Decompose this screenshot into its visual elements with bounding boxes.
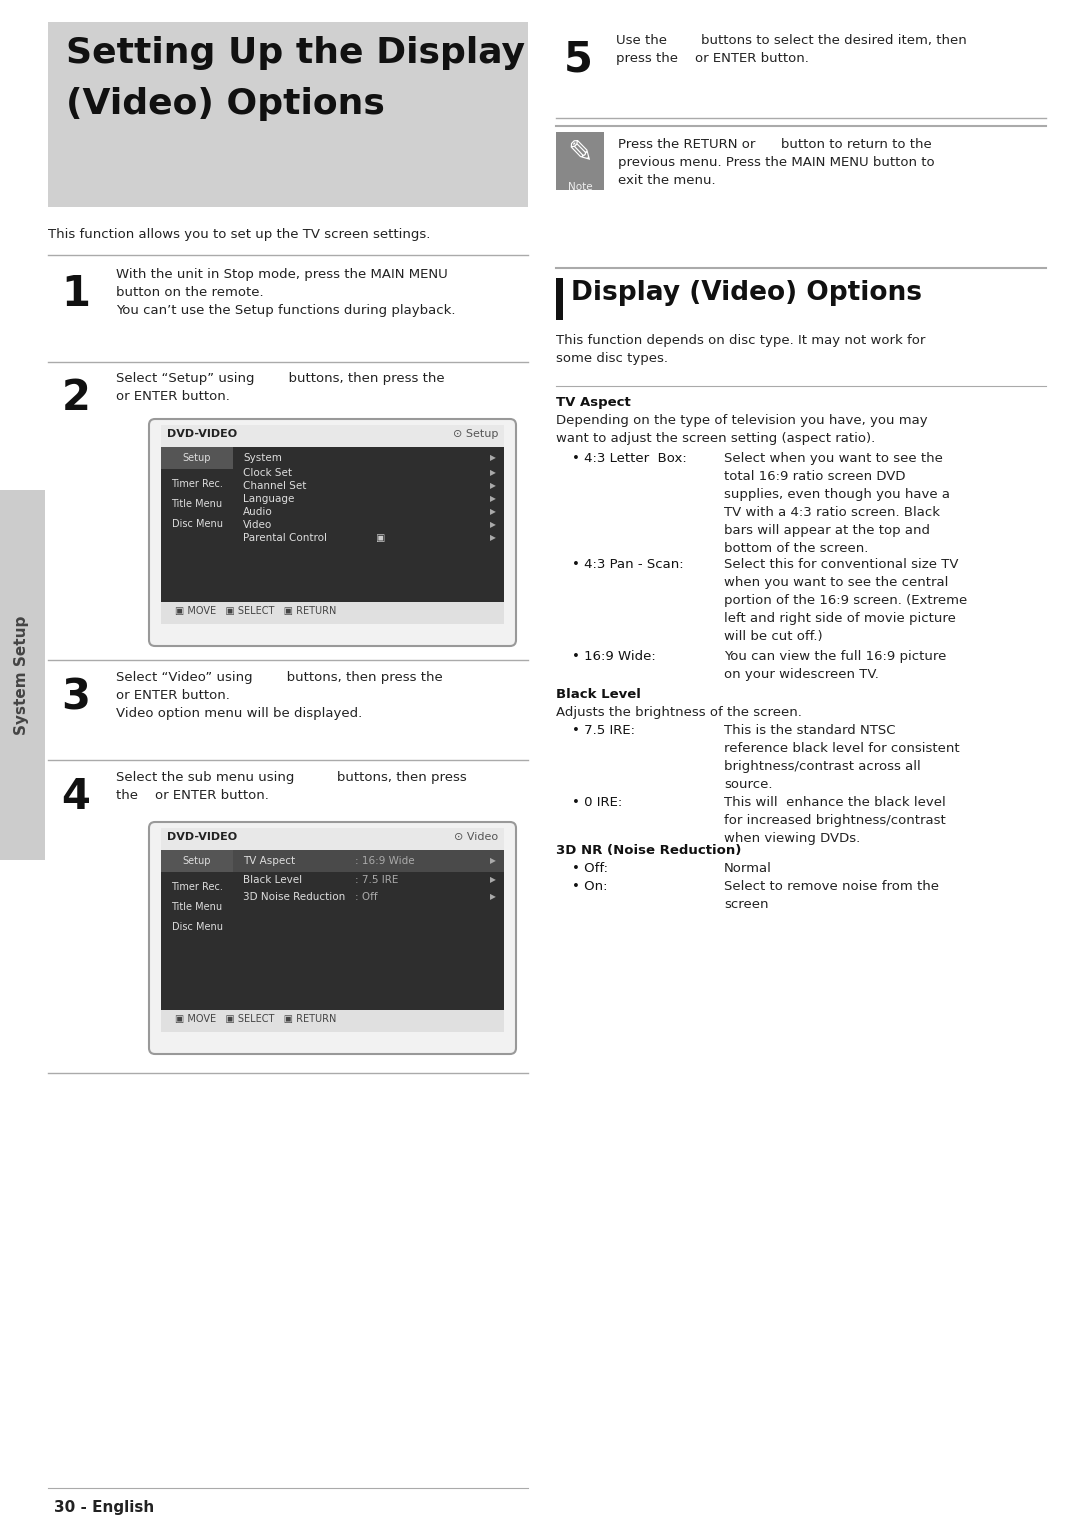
Text: ✎: ✎ [567, 137, 593, 166]
Text: 3D Noise Reduction: 3D Noise Reduction [243, 893, 346, 902]
Text: Video: Video [243, 520, 272, 530]
Text: This is the standard NTSC
reference black level for consistent
brightness/contra: This is the standard NTSC reference blac… [724, 723, 960, 790]
Text: Title Menu: Title Menu [172, 499, 222, 510]
Text: Audio: Audio [243, 507, 273, 517]
Bar [556, 278, 563, 320]
FancyBboxPatch shape [149, 823, 516, 1054]
Text: ⊙ Setup: ⊙ Setup [453, 429, 498, 439]
Text: Timer Rec.: Timer Rec. [171, 882, 222, 893]
Text: : Off: : Off [355, 893, 378, 902]
Text: (Video) Options: (Video) Options [66, 87, 384, 121]
Bar [233, 850, 504, 871]
Text: • Off:: • Off: [572, 862, 608, 874]
Text: ▶: ▶ [490, 481, 496, 490]
Text: ▶: ▶ [490, 874, 496, 884]
Text: ▶: ▶ [490, 494, 496, 504]
Text: ▶: ▶ [490, 893, 496, 900]
Text: • 0 IRE:: • 0 IRE: [572, 797, 622, 809]
Text: 3: 3 [62, 676, 91, 719]
Bar [48, 21, 528, 208]
Text: ▶: ▶ [490, 507, 496, 516]
Bar [161, 601, 504, 624]
Text: DVD-VIDEO: DVD-VIDEO [167, 832, 238, 842]
Text: • On:: • On: [572, 881, 607, 893]
Text: Select “Setup” using        buttons, then press the
or ENTER button.: Select “Setup” using buttons, then press… [116, 372, 445, 403]
Text: System: System [243, 453, 282, 462]
Text: Black Level: Black Level [243, 874, 302, 885]
Text: Select this for conventional size TV
when you want to see the central
portion of: Select this for conventional size TV whe… [724, 559, 968, 642]
Text: TV Aspect: TV Aspect [243, 856, 295, 865]
Text: Use the        buttons to select the desired item, then
press the    or ENTER bu: Use the buttons to select the desired it… [616, 34, 967, 66]
Text: Display (Video) Options: Display (Video) Options [571, 279, 922, 307]
Text: : 16:9 Wide: : 16:9 Wide [355, 856, 415, 865]
Text: This function allows you to set up the TV screen settings.: This function allows you to set up the T… [48, 227, 430, 241]
Text: 3D NR (Noise Reduction): 3D NR (Noise Reduction) [556, 844, 741, 858]
Text: Setup: Setup [183, 856, 212, 865]
Text: Setting Up the Display: Setting Up the Display [66, 37, 525, 70]
Bar [0, 490, 45, 861]
Text: 5: 5 [564, 38, 593, 79]
Text: Clock Set: Clock Set [243, 468, 292, 478]
Text: ▶: ▶ [490, 533, 496, 542]
Bar [556, 133, 604, 191]
Text: • 4:3 Letter  Box:: • 4:3 Letter Box: [572, 452, 687, 465]
Bar [161, 426, 504, 447]
Text: ⊙ Video: ⊙ Video [454, 832, 498, 842]
Text: This function depends on disc type. It may not work for
some disc types.: This function depends on disc type. It m… [556, 334, 926, 365]
Text: ▶: ▶ [490, 453, 496, 462]
Text: Parental Control: Parental Control [243, 533, 327, 543]
Text: DVD-VIDEO: DVD-VIDEO [167, 429, 238, 439]
Text: ▶: ▶ [490, 856, 496, 865]
Text: System Setup: System Setup [14, 615, 29, 734]
Text: Disc Menu: Disc Menu [172, 922, 222, 932]
Text: Select to remove noise from the
screen: Select to remove noise from the screen [724, 881, 939, 911]
Text: Adjusts the brightness of the screen.: Adjusts the brightness of the screen. [556, 707, 801, 719]
Text: • 16:9 Wide:: • 16:9 Wide: [572, 650, 656, 662]
Text: Setup: Setup [183, 453, 212, 462]
Text: 30 - English: 30 - English [54, 1500, 154, 1515]
Bar [161, 447, 233, 468]
Text: 2: 2 [62, 377, 91, 420]
Text: Black Level: Black Level [556, 688, 640, 700]
FancyBboxPatch shape [149, 420, 516, 645]
Text: ▣ MOVE   ▣ SELECT   ▣ RETURN: ▣ MOVE ▣ SELECT ▣ RETURN [175, 1013, 336, 1024]
Text: Timer Rec.: Timer Rec. [171, 479, 222, 488]
Text: ▣: ▣ [373, 533, 386, 543]
Text: Select the sub menu using          buttons, then press
the    or ENTER button.: Select the sub menu using buttons, then … [116, 771, 467, 803]
Text: Press the RETURN or      button to return to the
previous menu. Press the MAIN M: Press the RETURN or button to return to … [618, 137, 934, 188]
Text: TV Aspect: TV Aspect [556, 397, 631, 409]
Text: Title Menu: Title Menu [172, 902, 222, 913]
Text: Normal: Normal [724, 862, 772, 874]
Text: : 7.5 IRE: : 7.5 IRE [355, 874, 399, 885]
Text: You can view the full 16:9 picture
on your widescreen TV.: You can view the full 16:9 picture on yo… [724, 650, 946, 681]
Text: Channel Set: Channel Set [243, 481, 307, 491]
Bar [161, 447, 504, 601]
Text: • 7.5 IRE:: • 7.5 IRE: [572, 723, 635, 737]
Text: Note: Note [568, 182, 592, 192]
Text: ▶: ▶ [490, 468, 496, 478]
Text: 4: 4 [62, 777, 91, 818]
Text: Depending on the type of television you have, you may
want to adjust the screen : Depending on the type of television you … [556, 414, 928, 446]
Text: Select “Video” using        buttons, then press the
or ENTER button.
Video optio: Select “Video” using buttons, then press… [116, 671, 443, 720]
Text: With the unit in Stop mode, press the MAIN MENU
button on the remote.
You can’t : With the unit in Stop mode, press the MA… [116, 269, 456, 317]
Text: • 4:3 Pan - Scan:: • 4:3 Pan - Scan: [572, 559, 684, 571]
Text: ▣ MOVE   ▣ SELECT   ▣ RETURN: ▣ MOVE ▣ SELECT ▣ RETURN [175, 606, 336, 617]
Text: ▶: ▶ [490, 520, 496, 530]
Bar [161, 850, 233, 871]
Bar [161, 829, 504, 850]
Text: Disc Menu: Disc Menu [172, 519, 222, 530]
Text: This will  enhance the black level
for increased brightness/contrast
when viewin: This will enhance the black level for in… [724, 797, 946, 845]
Text: 1: 1 [62, 273, 91, 314]
Bar [161, 850, 504, 1010]
Text: Select when you want to see the
total 16:9 ratio screen DVD
supplies, even thoug: Select when you want to see the total 16… [724, 452, 950, 555]
Bar [161, 1010, 504, 1032]
Text: Language: Language [243, 494, 295, 504]
